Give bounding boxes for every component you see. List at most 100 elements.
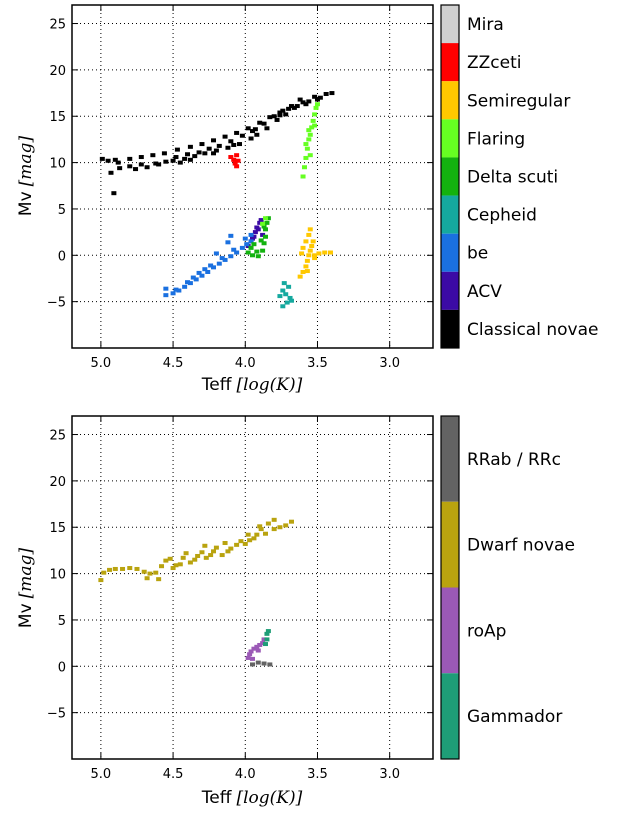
data-point-dwarf-novae bbox=[283, 523, 289, 528]
data-point-classical-novae bbox=[291, 105, 297, 110]
y-tick-label: 20 bbox=[49, 475, 66, 490]
data-point-be bbox=[231, 247, 237, 252]
data-point-classical-novae bbox=[133, 167, 139, 172]
data-point-classical-novae bbox=[206, 146, 212, 151]
data-point-dwarf-novae bbox=[265, 521, 271, 526]
colorbar-swatch-gammador bbox=[441, 673, 459, 759]
data-point-classical-novae bbox=[250, 129, 255, 134]
data-point-flaring bbox=[310, 118, 316, 123]
data-point-delta-scuti bbox=[261, 241, 267, 246]
data-point-delta-scuti bbox=[245, 250, 251, 255]
series-roap bbox=[245, 637, 267, 661]
data-point-dwarf-novae bbox=[134, 566, 140, 571]
data-point-dwarf-novae bbox=[167, 556, 173, 561]
data-point-dwarf-novae bbox=[211, 549, 217, 554]
data-point-dwarf-novae bbox=[153, 570, 159, 575]
data-point-dwarf-novae bbox=[202, 543, 208, 548]
data-point-dwarf-novae bbox=[254, 532, 260, 537]
data-point-flaring bbox=[303, 142, 309, 147]
colorbar-swatch-rrab-rrc bbox=[441, 416, 459, 502]
data-point-zzceti bbox=[234, 153, 240, 158]
series-semiregular bbox=[297, 227, 333, 279]
data-point-flaring bbox=[303, 155, 309, 160]
data-point-dwarf-novae bbox=[251, 536, 257, 541]
data-point-dwarf-novae bbox=[222, 541, 228, 546]
y-tick-label: 20 bbox=[49, 64, 66, 79]
data-point-classical-novae bbox=[115, 160, 121, 165]
data-point-zzceti bbox=[228, 155, 234, 160]
data-point-dwarf-novae bbox=[101, 570, 107, 575]
data-point-flaring bbox=[312, 112, 318, 117]
data-point-classical-novae bbox=[317, 95, 323, 100]
data-point-zzceti bbox=[234, 164, 240, 169]
data-point-dwarf-novae bbox=[238, 539, 244, 544]
data-point-dwarf-novae bbox=[120, 566, 126, 571]
data-point-dwarf-novae bbox=[234, 542, 240, 547]
data-point-gammador bbox=[264, 631, 270, 636]
colorbar-label-zzceti: ZZceti bbox=[467, 53, 522, 73]
data-point-classical-novae bbox=[225, 145, 231, 150]
data-point-semiregular bbox=[304, 269, 310, 274]
data-point-zzceti bbox=[235, 158, 241, 163]
data-point-cepheid bbox=[286, 284, 292, 289]
data-point-be bbox=[225, 240, 231, 245]
data-point-classical-novae bbox=[161, 151, 167, 156]
series-gammador bbox=[262, 629, 271, 647]
data-point-classical-novae bbox=[271, 114, 277, 119]
data-point-be bbox=[163, 286, 169, 291]
data-point-gammador bbox=[264, 637, 270, 642]
data-point-delta-scuti bbox=[255, 254, 261, 259]
data-point-classical-novae bbox=[222, 134, 228, 139]
data-point-classical-novae bbox=[312, 94, 318, 99]
data-point-roap bbox=[254, 644, 260, 649]
top-plot-frame bbox=[71, 4, 434, 349]
data-point-classical-novae bbox=[274, 117, 280, 122]
data-point-be bbox=[242, 236, 248, 241]
data-point-roap bbox=[257, 642, 263, 647]
data-point-rrab-rrc bbox=[255, 660, 261, 665]
colorbar-label-roap: roAp bbox=[467, 621, 506, 641]
data-point-dwarf-novae bbox=[219, 553, 225, 558]
data-point-semiregular bbox=[312, 253, 318, 258]
data-point-classical-novae bbox=[105, 158, 111, 163]
data-point-classical-novae bbox=[257, 120, 263, 125]
data-point-classical-novae bbox=[248, 136, 254, 141]
data-point-roap bbox=[260, 641, 266, 646]
data-point-classical-novae bbox=[112, 157, 118, 162]
data-point-gammador bbox=[262, 642, 268, 647]
data-point-be bbox=[234, 250, 240, 255]
colorbar-label-semiregular: Semiregular bbox=[467, 91, 570, 111]
data-point-dwarf-novae bbox=[242, 541, 248, 546]
data-point-dwarf-novae bbox=[271, 527, 277, 532]
data-point-classical-novae bbox=[277, 110, 283, 115]
data-point-zzceti bbox=[231, 157, 237, 162]
x-tick-label: 4.0 bbox=[235, 356, 256, 371]
series-zzceti bbox=[228, 153, 241, 169]
data-point-classical-novae bbox=[228, 139, 234, 144]
data-point-classical-novae bbox=[187, 157, 193, 162]
data-point-cepheid bbox=[277, 294, 283, 299]
colorbar-swatch-classical-novae bbox=[441, 309, 459, 348]
data-point-classical-novae bbox=[127, 156, 133, 161]
colorbar-label-classical-novae: Classical novae bbox=[467, 320, 598, 340]
data-point-dwarf-novae bbox=[98, 578, 104, 583]
y-tick-label: 0 bbox=[58, 249, 66, 264]
data-point-classical-novae bbox=[264, 126, 270, 131]
data-point-acv bbox=[260, 232, 266, 237]
data-point-be bbox=[219, 256, 225, 261]
data-point-dwarf-novae bbox=[177, 562, 183, 567]
colorbar-label-be: be bbox=[467, 244, 488, 264]
data-point-acv bbox=[257, 220, 263, 225]
data-point-be bbox=[248, 239, 254, 244]
data-point-delta-scuti bbox=[250, 253, 255, 258]
x-tick-label: 3.5 bbox=[307, 356, 328, 371]
data-point-delta-scuti bbox=[258, 238, 264, 243]
colorbar-label-rrab-rrc: RRab / RRc bbox=[467, 450, 561, 470]
data-point-be bbox=[187, 281, 193, 286]
data-point-classical-novae bbox=[294, 104, 300, 109]
top-x-ticks: 5.0 4.5 4.0 3.5 3.0 bbox=[91, 5, 400, 371]
data-point-classical-novae bbox=[231, 142, 237, 147]
data-point-dwarf-novae bbox=[245, 532, 251, 537]
data-point-classical-novae bbox=[237, 142, 243, 147]
data-point-flaring bbox=[306, 128, 312, 133]
